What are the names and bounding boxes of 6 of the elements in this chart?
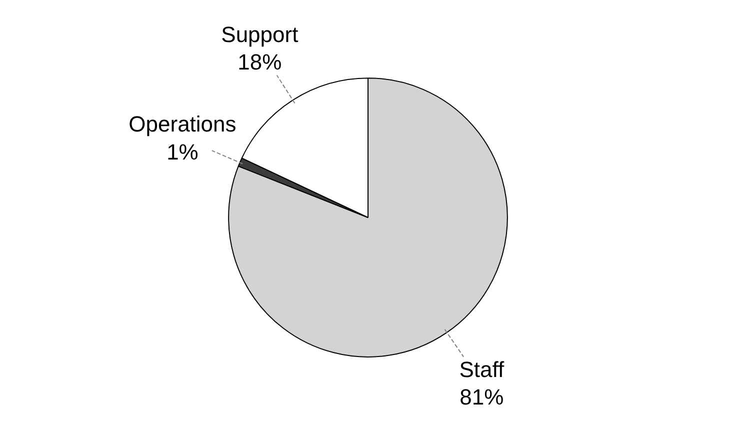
slice-label: Operations	[128, 112, 236, 137]
data-label: 18%	[238, 50, 282, 75]
slice-label: Staff	[459, 356, 505, 382]
data-label: 81%	[460, 384, 504, 410]
slice-label: Support	[221, 22, 298, 48]
data-label: 1%	[166, 139, 198, 164]
